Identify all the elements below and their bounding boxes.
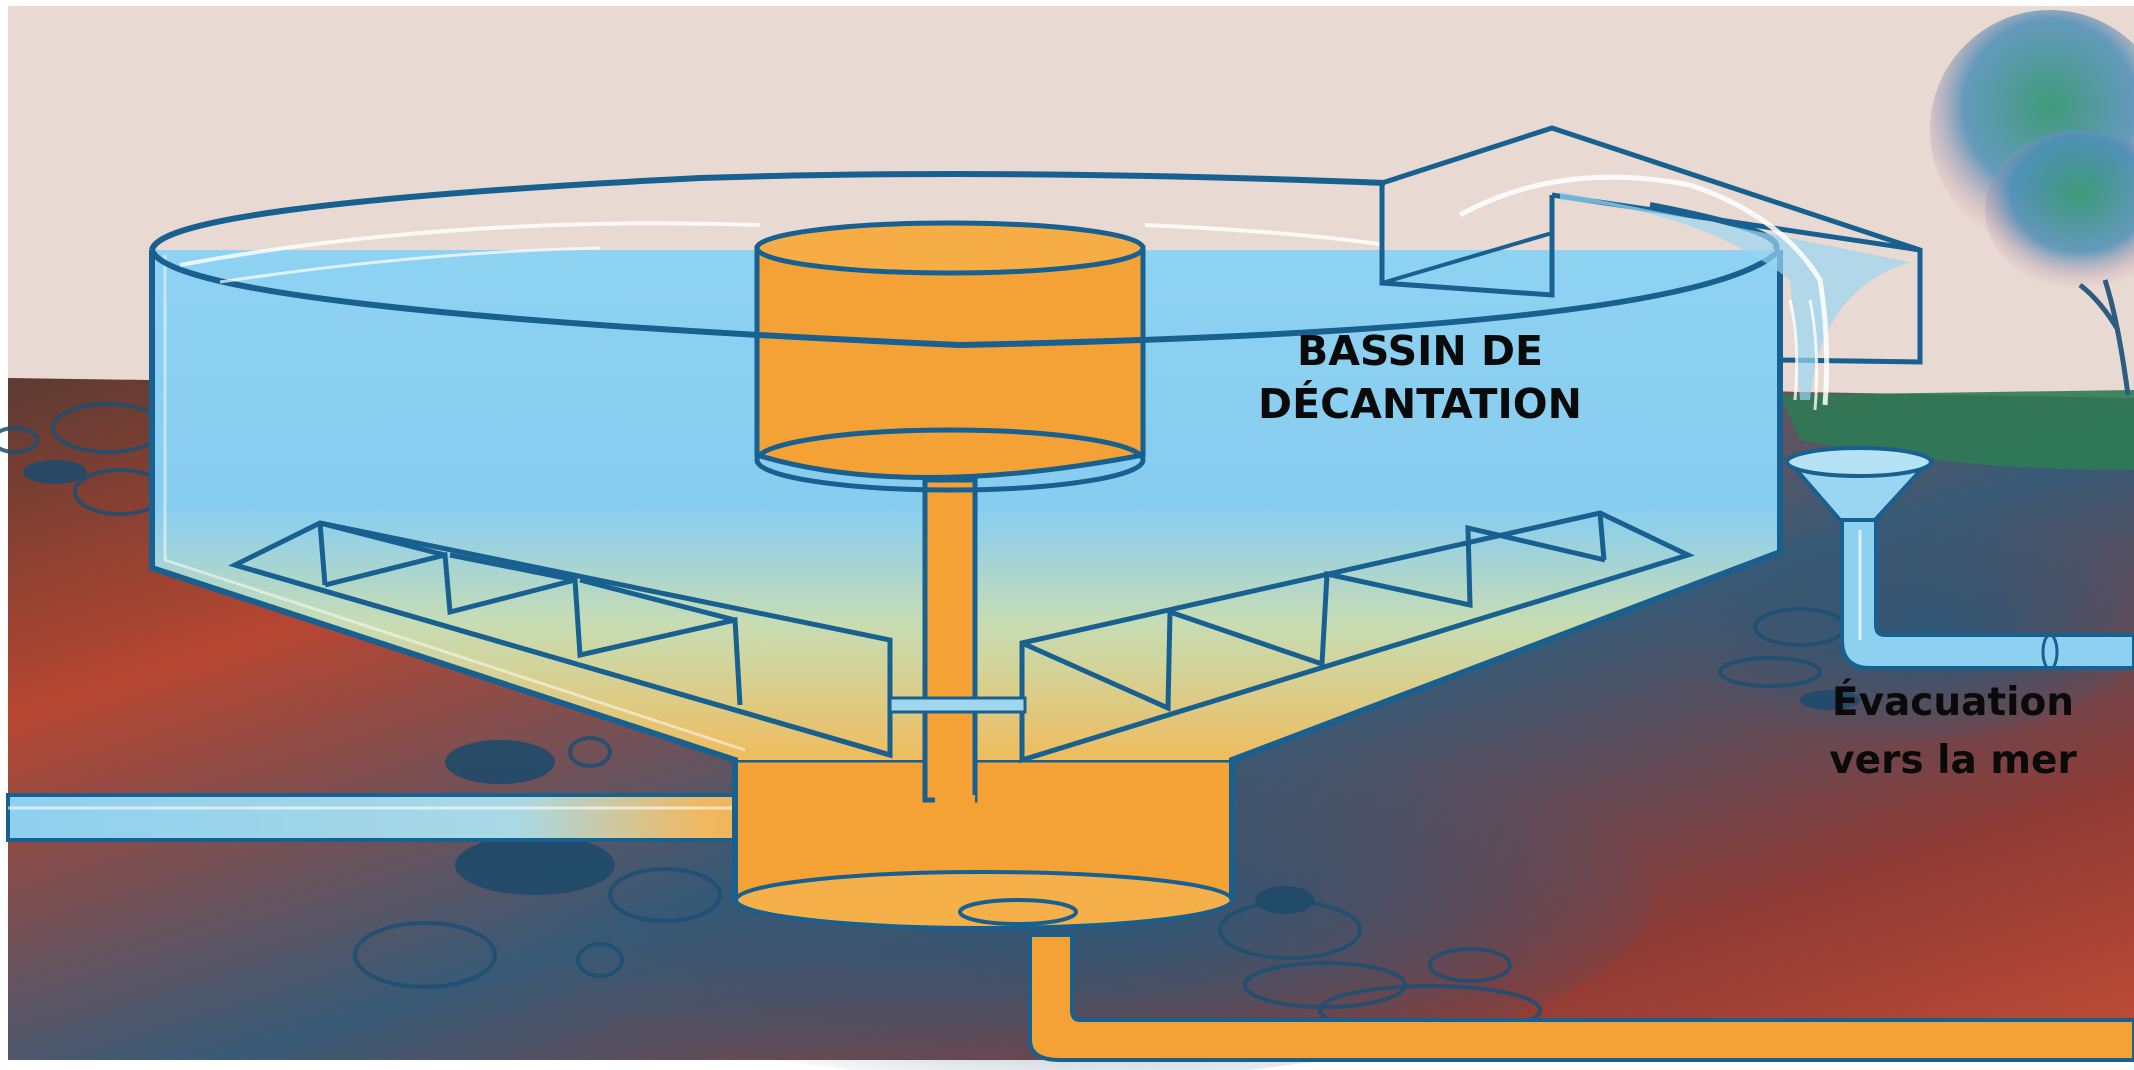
outlet-label: Évacuation vers la mer bbox=[1808, 674, 2098, 789]
scraper-arm-right bbox=[1019, 510, 1695, 764]
outlet-funnel bbox=[1783, 446, 2134, 671]
tank-outline bbox=[149, 250, 1783, 900]
scraper-arm-left bbox=[228, 520, 893, 759]
tank-title-line-1: BASSIN DE bbox=[1296, 327, 1544, 375]
outlet-pipe bbox=[1840, 518, 2134, 670]
tank-rim-front bbox=[149, 247, 1783, 349]
tank-rim-back bbox=[149, 171, 1386, 252]
overflow-channel bbox=[1379, 125, 1923, 411]
center-feed-pipe bbox=[922, 477, 978, 803]
feed-drum bbox=[754, 245, 1146, 480]
tree bbox=[1930, 10, 2134, 396]
tank-title-label: BASSIN DE DÉCANTATION bbox=[1240, 325, 1600, 432]
sludge-outlet-pipe bbox=[1028, 933, 2134, 1062]
tank-title-line-2: DÉCANTATION bbox=[1258, 380, 1582, 429]
outlet-label-line-2: vers la mer bbox=[1829, 737, 2077, 783]
outlet-label-line-1: Évacuation bbox=[1831, 680, 2075, 725]
